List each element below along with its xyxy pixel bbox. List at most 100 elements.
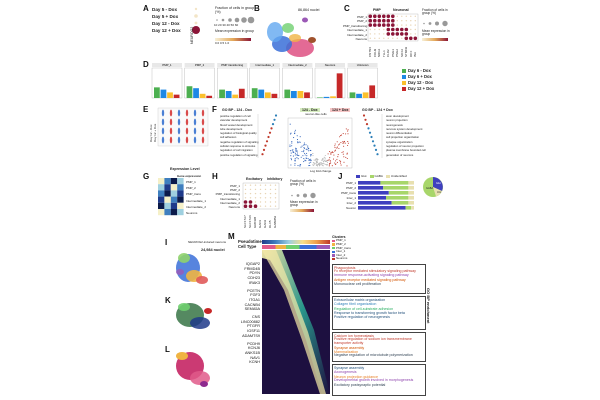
volcano-point <box>347 133 349 135</box>
panel-a-label: A <box>143 4 149 13</box>
dot <box>382 14 386 19</box>
dot <box>192 26 200 34</box>
violin <box>177 118 181 126</box>
volcano-point <box>304 154 306 156</box>
row-label: Intermediate_2 <box>219 200 240 205</box>
volcano-point <box>296 135 298 137</box>
dot <box>374 37 376 39</box>
go-term: Phagocytosis <box>334 266 356 270</box>
stacked-bar-segment <box>358 206 406 210</box>
panel-m-genes: IQGAP2 FRMD4B PDYN CDH23 IRAK3 PCETN FGF… <box>230 262 260 365</box>
volcano-point <box>339 143 341 145</box>
volcano-point <box>315 158 317 160</box>
dot <box>401 20 403 22</box>
dot <box>405 15 407 17</box>
volcano-point <box>312 164 314 166</box>
volcano-point <box>308 162 310 164</box>
legend-label: Unidentified <box>390 174 407 178</box>
volcano-point <box>289 144 291 146</box>
volcano-point <box>327 159 329 161</box>
legend-swatch <box>402 87 406 91</box>
volcano-point <box>303 144 305 146</box>
stacked-bar-segment <box>386 196 409 200</box>
violin <box>177 127 181 135</box>
panel-e-label: E <box>143 105 149 114</box>
go-term: regulation of neuron projection <box>386 144 424 149</box>
volcano-point <box>289 150 291 152</box>
pie-label: Glut <box>436 181 441 185</box>
volcano-point <box>336 146 338 148</box>
dot <box>391 14 395 19</box>
gene-label: PDYN <box>249 271 260 276</box>
dot <box>378 37 380 39</box>
mini-chart-header <box>184 63 215 67</box>
dot <box>259 201 262 203</box>
volcano-point <box>343 156 345 158</box>
row-label: Intermediate_2 <box>346 32 367 37</box>
heat-cell <box>177 184 184 191</box>
panel-j-stacked-bars <box>358 181 414 210</box>
dot <box>244 192 247 195</box>
row-label: PMP_2 <box>230 188 240 193</box>
panel-f-volcano <box>287 117 353 169</box>
volcano-point <box>318 165 321 167</box>
volcano-point <box>345 128 347 130</box>
dot <box>248 204 253 208</box>
volcano-point <box>321 165 323 167</box>
dot <box>395 32 400 36</box>
volcano-point <box>298 155 300 157</box>
dot <box>259 205 262 207</box>
volcano-point <box>320 164 322 166</box>
volcano-point <box>294 164 296 166</box>
panel-c-label: C <box>344 4 350 13</box>
volcano-point <box>343 145 345 147</box>
panel-i-umap <box>176 253 208 284</box>
volcano-point <box>290 157 292 159</box>
volcano-point <box>324 158 326 160</box>
stacked-bar-segment <box>358 196 386 200</box>
volcano-point <box>294 131 296 133</box>
panel-m-cluster-legend: Clusters PMP_1 PMP_2 PMP_trans Inter_1 I… <box>332 235 351 261</box>
volcano-point <box>310 149 312 151</box>
volcano-point <box>290 152 292 154</box>
row-label: Neurons <box>186 211 198 216</box>
heat-cell <box>158 178 165 185</box>
row-label: Neuron <box>346 206 356 210</box>
dot <box>382 23 386 27</box>
dot <box>269 184 272 186</box>
go-dot <box>367 127 370 130</box>
volcano-point <box>328 164 330 166</box>
heat-cell <box>170 178 178 185</box>
legend-swatch <box>369 175 374 179</box>
volcano-point <box>342 153 344 155</box>
dot <box>386 23 391 27</box>
gene-label: ANKS1B <box>245 350 260 355</box>
dot <box>249 197 252 199</box>
dot <box>254 192 257 195</box>
gene-label: STMN2 <box>404 46 408 57</box>
dot <box>274 184 277 186</box>
go-term: Positive regulation of neurogenesis <box>334 315 390 320</box>
volcano-point <box>329 151 331 153</box>
volcano-point <box>291 142 293 144</box>
dot <box>387 37 389 39</box>
panel-i-label: I <box>165 238 168 247</box>
dot <box>274 192 277 195</box>
gene-label: IQGAP2 <box>245 262 260 266</box>
bar <box>219 89 225 98</box>
dot <box>386 32 391 36</box>
dot <box>274 205 277 207</box>
dot <box>414 15 416 17</box>
dot <box>373 18 377 23</box>
gene-label: SLC17A7 <box>243 215 247 228</box>
dot <box>382 18 386 23</box>
row-label: PMP_2 <box>346 186 356 190</box>
volcano-point <box>308 150 310 152</box>
row-label: Inter_1 <box>346 196 356 200</box>
panel-e-violins <box>157 107 209 147</box>
go-term: Antigen receptor mediated signaling path… <box>334 277 406 282</box>
panel-m-header: Cell Type <box>238 244 257 249</box>
heat-cell <box>164 209 171 216</box>
dot <box>373 14 377 19</box>
go-term: Synapse assembly <box>334 366 365 370</box>
